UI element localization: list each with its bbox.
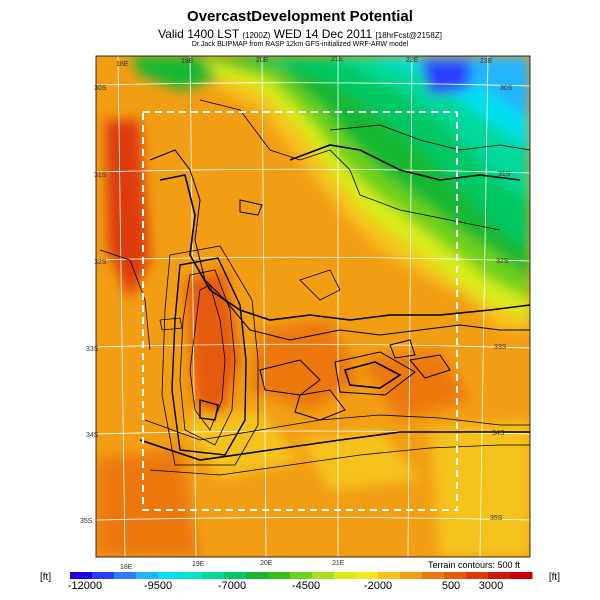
colorbar-tick: 500 bbox=[441, 580, 461, 592]
lon-label: 22E bbox=[406, 57, 419, 64]
valid-time: Valid 1400 LST bbox=[158, 27, 240, 41]
field-shading bbox=[96, 56, 530, 557]
colorbar-swatch bbox=[224, 572, 247, 579]
colorbar-swatch bbox=[158, 572, 181, 579]
terrain-contours bbox=[99, 99, 530, 476]
colorbar-swatch bbox=[444, 572, 467, 579]
map-frame bbox=[95, 55, 531, 558]
colorbar-unit-right: [ft] bbox=[548, 572, 560, 583]
valid-date: WED 14 Dec 2011 bbox=[273, 27, 373, 41]
lon-label: 18E bbox=[120, 564, 133, 571]
colorbar-swatch bbox=[334, 572, 357, 579]
lat-label: 30S bbox=[94, 85, 107, 92]
colorbar-swatch bbox=[114, 572, 137, 579]
colorbar-tick: -12000 bbox=[67, 580, 103, 592]
lon-label: 18E bbox=[116, 61, 129, 68]
lat-label: 35S bbox=[80, 518, 93, 525]
colorbar-swatch bbox=[466, 572, 489, 579]
colorbar-swatch bbox=[290, 572, 313, 579]
colorbar bbox=[70, 572, 533, 579]
terrain-contour-note: Terrain contours: 500 ft bbox=[427, 560, 520, 570]
colorbar-tick: -9500 bbox=[143, 580, 173, 592]
lat-label: 32S bbox=[94, 259, 107, 266]
lat-label: 35S bbox=[490, 515, 503, 522]
lon-label: 23E bbox=[480, 58, 493, 65]
lat-label: 34S bbox=[86, 432, 99, 439]
colorbar-swatch bbox=[378, 572, 401, 579]
lat-label: 33S bbox=[86, 346, 99, 353]
lon-label: 20E bbox=[260, 560, 273, 567]
lat-lon-grid bbox=[96, 56, 530, 557]
colorbar-swatch bbox=[246, 572, 269, 579]
colorbar-swatch bbox=[356, 572, 379, 579]
colorbar-swatch bbox=[136, 572, 159, 579]
lat-label: 33S bbox=[494, 344, 507, 351]
lon-label: 21E bbox=[331, 56, 344, 63]
valid-time-subtitle: Valid 1400 LST (1200Z) WED 14 Dec 2011 [… bbox=[0, 27, 600, 41]
colorbar-swatch bbox=[268, 572, 291, 579]
lat-labels-left: 30S 31S 32S 33S 34S 35S bbox=[80, 85, 107, 525]
lat-label: 34S bbox=[492, 430, 505, 437]
lat-label: 30S bbox=[500, 85, 513, 92]
lat-label: 31S bbox=[94, 172, 107, 179]
lon-label: 19E bbox=[192, 561, 205, 568]
lon-labels-bottom: 18E 19E 20E 21E bbox=[120, 560, 345, 571]
colorbar-swatch bbox=[510, 572, 533, 579]
colorbar-swatch bbox=[488, 572, 511, 579]
colorbar-tick: 3000 bbox=[478, 580, 504, 592]
colorbar-swatch bbox=[180, 572, 203, 579]
lon-label: 21E bbox=[332, 560, 345, 567]
colorbar-tick: -4500 bbox=[291, 580, 321, 592]
utc-time: (1200Z) bbox=[242, 31, 271, 40]
inner-domain-boundary bbox=[142, 111, 458, 511]
lat-labels-right: 30S 31S 32S 33S 34S 35S bbox=[490, 85, 513, 522]
colorbar-swatch bbox=[70, 572, 93, 579]
colorbar-swatch bbox=[92, 572, 115, 579]
lon-label: 19E bbox=[181, 58, 194, 65]
lat-label: 31S bbox=[498, 171, 511, 178]
lon-label: 20E bbox=[256, 57, 269, 64]
lat-label: 32S bbox=[496, 258, 509, 265]
colorbar-swatch bbox=[422, 572, 445, 579]
colorbar-tick: -2000 bbox=[363, 580, 393, 592]
colorbar-tick: -7000 bbox=[217, 580, 247, 592]
forecast-info: [18hrFcst@2158Z] bbox=[375, 31, 442, 40]
colorbar-swatch bbox=[202, 572, 225, 579]
lon-labels-top: 18E 19E 20E 21E 22E 23E bbox=[116, 56, 493, 68]
colorbar-swatch bbox=[312, 572, 335, 579]
colorbar-unit-left: [ft] bbox=[40, 572, 52, 583]
model-source: Dr.Jack BLIPMAP from RASP 12km GFS-initi… bbox=[191, 41, 409, 48]
chart-title: OvercastDevelopment Potential bbox=[187, 8, 413, 25]
colorbar-swatch bbox=[400, 572, 423, 579]
